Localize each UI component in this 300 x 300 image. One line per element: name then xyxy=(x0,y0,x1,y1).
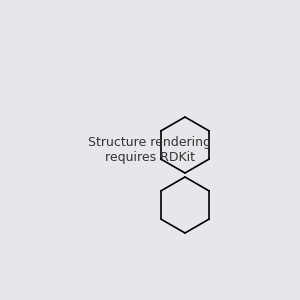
Text: Structure rendering
requires RDKit: Structure rendering requires RDKit xyxy=(88,136,212,164)
